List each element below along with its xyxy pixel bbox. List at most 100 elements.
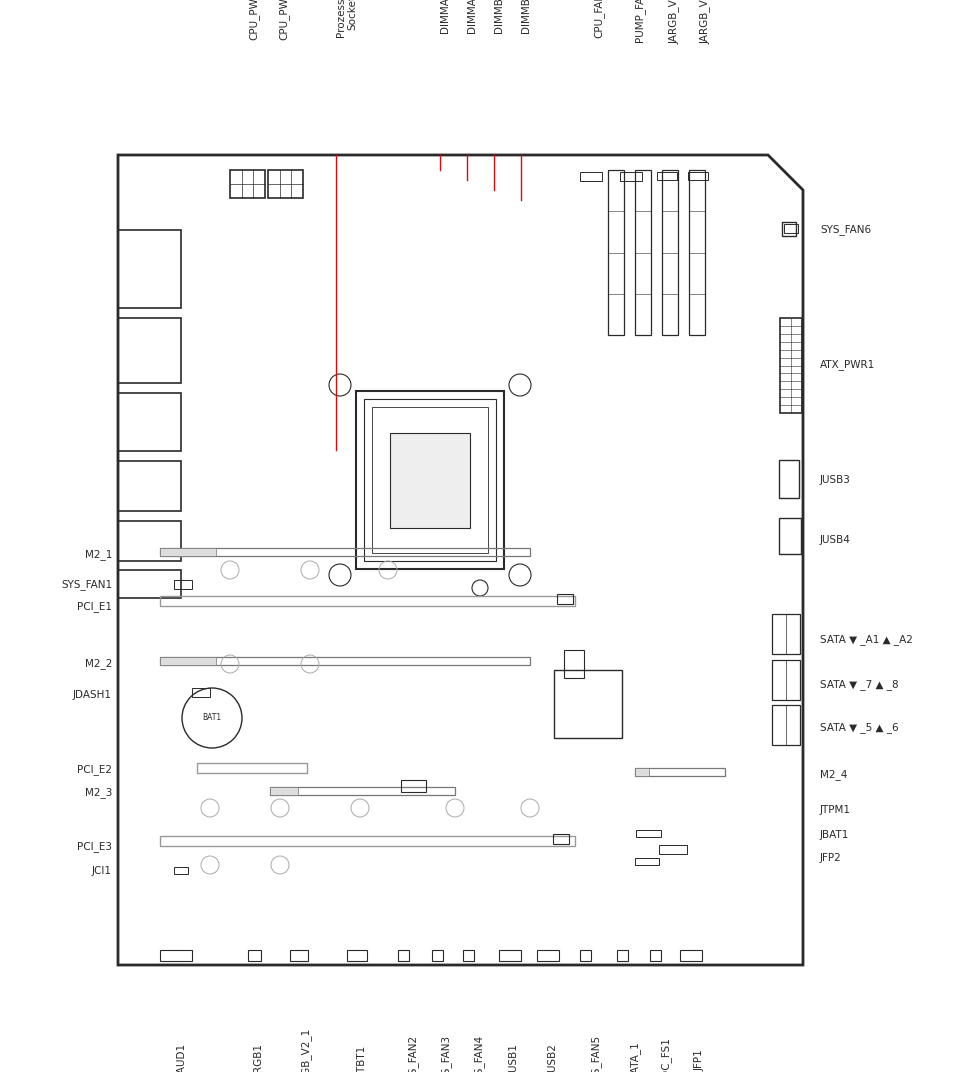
Bar	[192, 688, 210, 697]
Bar	[160, 548, 530, 556]
Bar	[364, 399, 496, 561]
Bar	[636, 830, 661, 837]
Bar	[248, 950, 261, 961]
Text: M2_3: M2_3	[85, 788, 112, 799]
Bar	[650, 950, 661, 961]
Text: ATX_PWR1: ATX_PWR1	[820, 359, 875, 371]
Bar	[390, 432, 470, 527]
Text: SYS_FAN1: SYS_FAN1	[61, 580, 112, 591]
Bar	[160, 596, 575, 606]
Text: BAT1: BAT1	[202, 714, 222, 723]
Text: Prozessor
Socket: Prozessor Socket	[336, 0, 357, 38]
Bar	[680, 950, 702, 961]
Text: SYS_FAN3: SYS_FAN3	[440, 1034, 451, 1072]
Bar	[537, 950, 559, 961]
Text: JAUD1: JAUD1	[178, 1044, 188, 1072]
Bar	[784, 224, 798, 233]
Bar	[160, 950, 192, 961]
Text: JUSB2: JUSB2	[549, 1044, 559, 1072]
Bar	[290, 950, 308, 961]
Bar	[268, 170, 303, 198]
Bar	[160, 548, 216, 556]
Text: PCI_E1: PCI_E1	[77, 601, 112, 612]
Bar	[657, 172, 677, 180]
Bar	[620, 172, 642, 181]
Bar	[635, 170, 651, 334]
Bar	[174, 580, 192, 589]
Bar	[554, 670, 622, 738]
Text: CPU_PWR2: CPU_PWR2	[278, 0, 289, 41]
Bar	[398, 950, 409, 961]
Text: PUMP_FAN1: PUMP_FAN1	[634, 0, 645, 42]
Bar	[772, 614, 800, 654]
Text: JTPM1: JTPM1	[820, 805, 851, 815]
Bar	[689, 170, 705, 334]
Text: SATA_1: SATA_1	[629, 1041, 640, 1072]
Bar	[608, 170, 624, 334]
Bar	[197, 763, 307, 773]
Bar	[779, 460, 799, 498]
Bar	[617, 950, 628, 961]
Text: PCI_E2: PCI_E2	[77, 764, 112, 775]
Bar	[782, 222, 796, 236]
Bar	[772, 660, 800, 700]
Bar	[270, 787, 455, 795]
Text: JTBT1: JTBT1	[358, 1045, 368, 1072]
Text: JDASH1: JDASH1	[73, 690, 112, 700]
Bar	[772, 705, 800, 745]
Text: DIMMA2: DIMMA2	[467, 0, 477, 33]
Text: DIMMA1: DIMMA1	[440, 0, 450, 33]
Bar	[580, 172, 602, 181]
Bar	[118, 521, 181, 561]
Text: JBAT1: JBAT1	[820, 830, 849, 840]
Text: DIMMB1: DIMMB1	[494, 0, 504, 33]
Bar	[118, 393, 181, 451]
Text: JUSB3: JUSB3	[820, 475, 851, 485]
Bar	[688, 172, 708, 180]
Text: DIMMB2: DIMMB2	[521, 0, 531, 33]
Bar	[372, 407, 488, 553]
Bar	[635, 768, 648, 776]
Bar	[118, 318, 181, 383]
Text: JOC_FS1: JOC_FS1	[662, 1039, 673, 1072]
Text: JFP1: JFP1	[695, 1049, 705, 1071]
Bar	[270, 787, 298, 795]
Text: JUSB1: JUSB1	[510, 1044, 520, 1072]
Bar	[401, 780, 426, 792]
Text: JARGB_V2_3: JARGB_V2_3	[700, 0, 711, 44]
Bar	[662, 170, 678, 334]
Text: JCI1: JCI1	[92, 866, 112, 876]
Text: CPU_PWR1: CPU_PWR1	[248, 0, 259, 41]
Bar	[635, 858, 659, 865]
Bar	[499, 950, 521, 961]
Text: JFP2: JFP2	[820, 853, 841, 863]
Bar	[564, 650, 584, 678]
Text: SATA ▼ _7 ▲ _8: SATA ▼ _7 ▲ _8	[820, 680, 899, 690]
Bar	[432, 950, 443, 961]
Bar	[347, 950, 367, 961]
Bar	[635, 768, 725, 776]
Bar	[580, 950, 591, 961]
Text: M2_2: M2_2	[85, 658, 112, 669]
Bar	[557, 594, 573, 604]
Text: M2_1: M2_1	[85, 550, 112, 561]
Bar	[780, 318, 802, 413]
Text: JARGB_V2_2: JARGB_V2_2	[669, 0, 680, 44]
Bar	[118, 230, 181, 308]
Bar	[118, 461, 181, 511]
Bar	[160, 836, 575, 846]
Bar	[174, 867, 188, 874]
Text: SATA ▼ _5 ▲ _6: SATA ▼ _5 ▲ _6	[820, 723, 899, 733]
Text: JARGB_V2_1: JARGB_V2_1	[302, 1028, 313, 1072]
Text: SYS_FAN5: SYS_FAN5	[590, 1034, 601, 1072]
Bar	[160, 657, 216, 665]
Bar	[659, 845, 687, 854]
Text: SYS_FAN4: SYS_FAN4	[473, 1034, 484, 1072]
Text: SYS_FAN2: SYS_FAN2	[407, 1034, 418, 1072]
Bar	[463, 950, 474, 961]
Bar	[160, 657, 530, 665]
Text: M2_4: M2_4	[820, 770, 847, 780]
Bar	[118, 570, 181, 598]
Bar	[356, 391, 504, 569]
Text: JUSB4: JUSB4	[820, 535, 851, 545]
